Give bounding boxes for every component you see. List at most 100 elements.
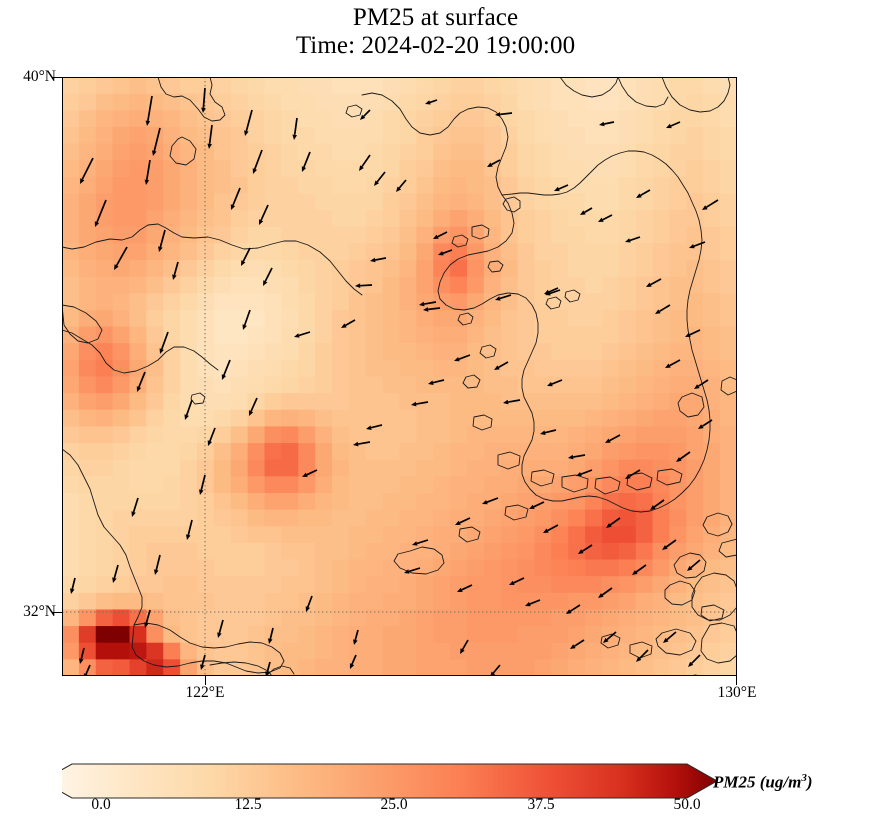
- raster-cell: [635, 326, 654, 344]
- raster-cell: [230, 609, 249, 627]
- wind-arrow-head: [396, 186, 402, 192]
- raster-cell: [534, 459, 552, 477]
- raster-cell: [281, 243, 299, 261]
- raster-cell: [568, 376, 586, 394]
- raster-cell: [112, 293, 131, 311]
- raster-cell: [95, 459, 114, 477]
- raster-cell: [112, 409, 131, 428]
- raster-cell: [281, 326, 299, 344]
- raster-cell: [618, 443, 637, 461]
- raster-cell: [62, 293, 80, 311]
- raster-cell: [247, 459, 266, 477]
- raster-cell: [635, 210, 654, 228]
- raster-cell: [500, 77, 519, 95]
- raster-cell: [416, 592, 434, 611]
- wind-arrow-head: [301, 166, 307, 172]
- raster-cell: [163, 376, 181, 394]
- raster-cell: [467, 642, 485, 660]
- raster-cell: [618, 126, 637, 145]
- raster-cell: [197, 576, 215, 594]
- wind-arrow-shaft: [374, 257, 387, 261]
- raster-cell: [78, 559, 97, 577]
- raster-cell: [517, 226, 536, 244]
- raster-cell: [95, 110, 114, 128]
- raster-cell: [382, 143, 401, 161]
- raster-cell: [180, 459, 198, 477]
- raster-cell: [78, 409, 97, 428]
- raster-cell: [517, 77, 536, 95]
- raster-cell: [483, 359, 502, 378]
- raster-cell: [264, 426, 282, 444]
- raster-cell: [112, 526, 131, 544]
- raster-cell: [129, 476, 147, 494]
- raster-cell: [129, 293, 147, 311]
- page-title: PM25 at surface: [352, 4, 519, 31]
- coast-jiangsu-north: [62, 329, 219, 374]
- raster-cell: [62, 143, 80, 161]
- raster-cell: [551, 492, 569, 511]
- wind-arrow-shaft: [690, 559, 701, 569]
- raster-cell: [467, 93, 485, 111]
- raster-cell: [568, 243, 586, 261]
- wind-arrow-shaft: [665, 539, 677, 548]
- raster-cell: [146, 359, 164, 378]
- raster-cell: [197, 226, 215, 244]
- wind-arrow-shaft: [218, 619, 224, 634]
- raster-cell: [112, 77, 131, 95]
- raster-cell: [129, 642, 147, 660]
- raster-cell: [146, 176, 164, 195]
- raster-cell: [315, 77, 333, 95]
- raster-cell: [298, 126, 316, 145]
- raster-cell: [112, 359, 131, 378]
- island-west-4: [457, 312, 474, 326]
- raster-cell: [62, 393, 80, 411]
- raster-cell: [264, 226, 282, 244]
- raster-cell: [247, 276, 266, 294]
- raster-cell: [551, 309, 569, 328]
- raster-cell: [247, 409, 266, 428]
- wind-arrow-layer: [70, 87, 719, 676]
- raster-cell: [450, 609, 468, 627]
- raster-cell: [382, 260, 401, 278]
- raster-cell: [585, 126, 603, 145]
- raster-cell: [95, 609, 114, 627]
- raster-cell: [247, 77, 266, 95]
- wind-arrow-head: [411, 401, 417, 407]
- raster-cell: [264, 393, 282, 411]
- raster-cell: [213, 243, 232, 261]
- raster-cell: [517, 143, 536, 161]
- raster-cell: [483, 343, 502, 361]
- raster-cell: [382, 642, 401, 660]
- raster-cell: [62, 476, 80, 494]
- raster-cell: [618, 110, 637, 128]
- raster-cell: [62, 309, 80, 328]
- raster-cell: [534, 559, 552, 577]
- wind-arrow-head: [438, 251, 444, 256]
- raster-cell: [332, 393, 350, 411]
- island-south-7: [458, 526, 481, 543]
- map-plot-area[interactable]: [62, 77, 737, 676]
- wind-arrow-shaft: [459, 517, 471, 524]
- raster-cell: [416, 126, 434, 145]
- raster-cell: [197, 143, 215, 161]
- raster-cell: [315, 542, 333, 561]
- raster-cell: [332, 176, 350, 195]
- raster-cell: [146, 559, 164, 577]
- raster-cell: [416, 409, 434, 428]
- wind-arrow-shaft: [429, 99, 438, 104]
- raster-cell: [180, 309, 198, 328]
- raster-cell: [602, 260, 620, 278]
- raster-cell: [213, 492, 232, 511]
- raster-cell: [163, 542, 181, 561]
- colorbar[interactable]: 0.0 12.5 25.0 37.5 50.0: [40, 762, 762, 822]
- raster-cell: [450, 326, 468, 344]
- raster-cell: [399, 559, 417, 577]
- raster-cell: [129, 126, 147, 145]
- raster-cell: [433, 659, 451, 676]
- raster-cell: [618, 243, 637, 261]
- raster-cell: [517, 260, 536, 278]
- raster-cell: [332, 592, 350, 611]
- raster-cell: [416, 193, 434, 211]
- raster-cell: [551, 476, 569, 494]
- raster-cell: [129, 526, 147, 544]
